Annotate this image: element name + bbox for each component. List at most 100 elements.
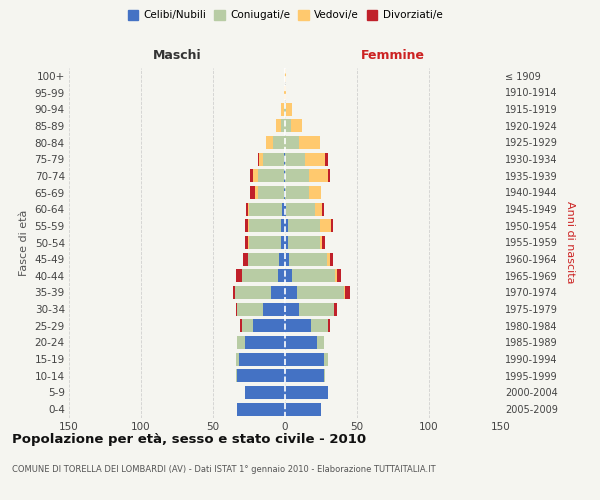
Bar [236, 270, 242, 282]
Bar [266, 136, 274, 149]
Bar [281, 120, 285, 132]
Bar [328, 320, 329, 332]
Bar [253, 320, 285, 332]
Bar [285, 302, 299, 316]
Bar [285, 220, 288, 232]
Bar [257, 170, 284, 182]
Bar [299, 302, 334, 316]
Bar [285, 352, 324, 366]
Bar [236, 352, 239, 366]
Bar [246, 202, 248, 215]
Bar [278, 270, 285, 282]
Bar [285, 252, 289, 266]
Bar [284, 170, 285, 182]
Bar [310, 170, 328, 182]
Bar [235, 286, 271, 299]
Y-axis label: Anni di nascita: Anni di nascita [565, 201, 575, 283]
Bar [285, 236, 288, 249]
Bar [292, 270, 335, 282]
Bar [257, 152, 259, 166]
Bar [346, 286, 350, 299]
Bar [325, 152, 328, 166]
Bar [322, 236, 325, 249]
Bar [257, 186, 284, 199]
Bar [248, 252, 279, 266]
Bar [243, 252, 248, 266]
Bar [285, 70, 286, 82]
Bar [238, 402, 285, 415]
Bar [285, 370, 324, 382]
Bar [236, 370, 238, 382]
Bar [271, 286, 285, 299]
Bar [236, 302, 238, 316]
Bar [324, 352, 328, 366]
Bar [279, 252, 285, 266]
Bar [286, 102, 292, 116]
Bar [238, 370, 285, 382]
Bar [329, 252, 332, 266]
Bar [285, 336, 317, 349]
Bar [288, 236, 320, 249]
Bar [320, 220, 331, 232]
Bar [285, 286, 296, 299]
Bar [286, 202, 315, 215]
Bar [335, 270, 337, 282]
Bar [285, 320, 311, 332]
Bar [277, 120, 281, 132]
Bar [245, 336, 285, 349]
Bar [285, 270, 292, 282]
Bar [317, 336, 324, 349]
Bar [263, 302, 285, 316]
Bar [344, 286, 346, 299]
Bar [322, 202, 324, 215]
Bar [285, 120, 291, 132]
Bar [288, 220, 320, 232]
Y-axis label: Fasce di età: Fasce di età [19, 210, 29, 276]
Bar [331, 220, 332, 232]
Bar [285, 102, 286, 116]
Bar [284, 152, 285, 166]
Bar [281, 220, 285, 232]
Bar [248, 220, 249, 232]
Bar [315, 202, 322, 215]
Bar [311, 320, 328, 332]
Bar [249, 202, 282, 215]
Bar [245, 386, 285, 399]
Bar [327, 252, 329, 266]
Bar [284, 102, 285, 116]
Bar [285, 202, 286, 215]
Bar [242, 320, 253, 332]
Bar [310, 186, 321, 199]
Bar [245, 220, 248, 232]
Bar [241, 320, 242, 332]
Bar [250, 186, 255, 199]
Bar [259, 152, 263, 166]
Bar [233, 286, 235, 299]
Bar [249, 220, 281, 232]
Bar [285, 170, 310, 182]
Bar [284, 86, 285, 99]
Bar [285, 186, 310, 199]
Bar [281, 102, 284, 116]
Bar [296, 286, 344, 299]
Text: Maschi: Maschi [152, 49, 202, 62]
Bar [285, 386, 328, 399]
Bar [334, 302, 337, 316]
Bar [305, 152, 325, 166]
Bar [289, 252, 327, 266]
Bar [249, 236, 281, 249]
Bar [299, 136, 320, 149]
Bar [285, 86, 286, 99]
Bar [291, 120, 302, 132]
Bar [238, 302, 263, 316]
Text: COMUNE DI TORELLA DEI LOMBARDI (AV) - Dati ISTAT 1° gennaio 2010 - Elaborazione : COMUNE DI TORELLA DEI LOMBARDI (AV) - Da… [12, 466, 436, 474]
Bar [242, 270, 278, 282]
Bar [238, 336, 245, 349]
Bar [320, 236, 322, 249]
Text: Popolazione per età, sesso e stato civile - 2010: Popolazione per età, sesso e stato civil… [12, 432, 366, 446]
Text: Femmine: Femmine [361, 49, 425, 62]
Bar [274, 136, 285, 149]
Bar [263, 152, 284, 166]
Bar [285, 152, 305, 166]
Bar [284, 186, 285, 199]
